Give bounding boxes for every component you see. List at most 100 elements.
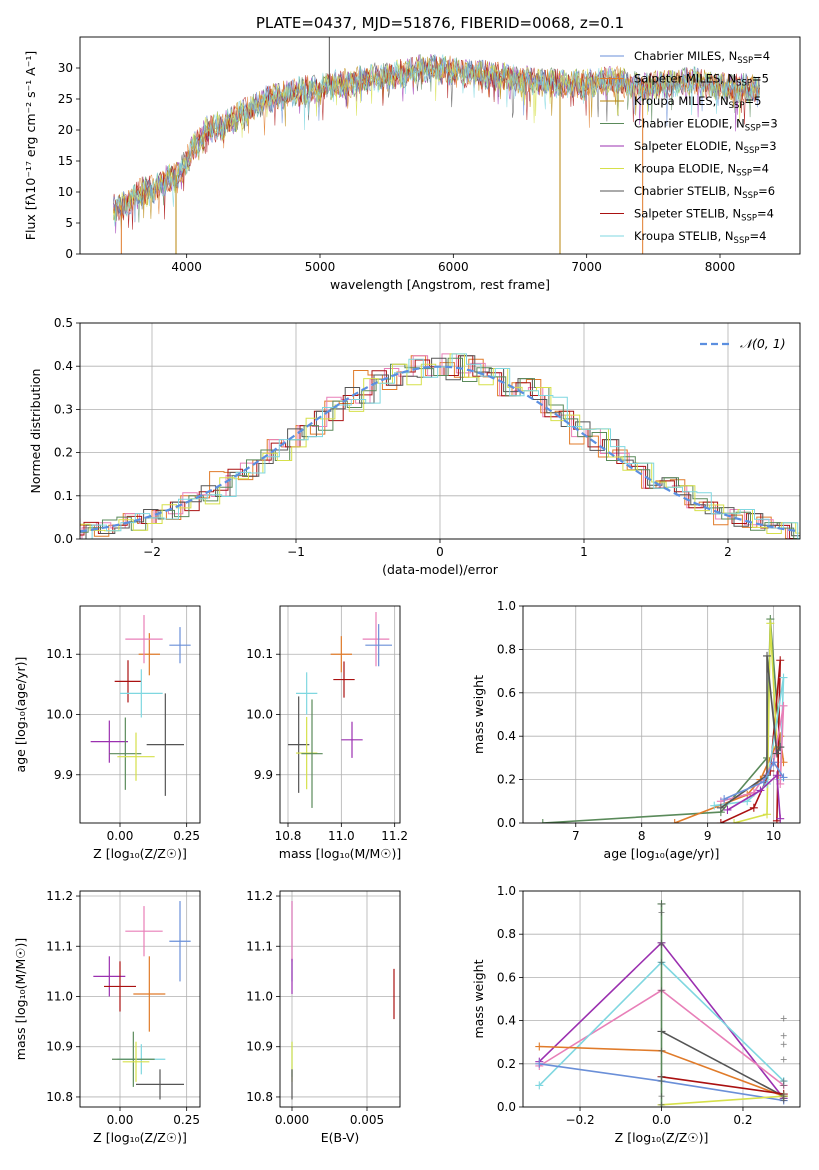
weight-marker	[538, 819, 547, 823]
weight-line	[723, 760, 785, 800]
histogram-step	[80, 355, 800, 539]
spectrum-panel: 4000 5000 6000 7000 8000 0 5 10 15 20 25 30 waveleng…	[23, 36, 801, 292]
plot-area	[90, 615, 191, 796]
y-tick-label: 0.4	[54, 359, 73, 373]
y-tick-label: 0.1	[54, 489, 73, 503]
legend-subscript: SSP	[737, 56, 753, 66]
axes-frame	[279, 890, 401, 1108]
y-axis-label: Flux [fλ10⁻¹⁷ erg cm⁻² s⁻¹ A⁻¹]	[23, 51, 38, 240]
x-tick-label: 11.2	[381, 829, 408, 843]
legend-subscript: SSP	[729, 101, 745, 111]
y-tick-label: 0.4	[497, 1014, 516, 1028]
weight-marker	[535, 1059, 544, 1068]
legend-subscript: SSP	[736, 79, 752, 89]
legend-label-tail: =3	[760, 139, 777, 153]
weight-marker	[670, 819, 679, 823]
legend-subscript: SSP	[744, 146, 760, 156]
plot-area	[80, 353, 800, 539]
y-tick-label: 0.6	[497, 686, 516, 700]
x-axis-label: E(B-V)	[321, 1130, 360, 1145]
weight-marker	[759, 777, 768, 786]
x-tick-label: 0.000	[275, 1113, 309, 1127]
plot-area	[535, 899, 788, 1107]
x-tick-label: 5000	[305, 260, 336, 274]
weight-marker	[779, 701, 788, 710]
y-tick-label: 5	[65, 216, 73, 230]
y-tick-label: 10.0	[46, 708, 73, 722]
x-tick-label: 0.25	[173, 829, 200, 843]
y-tick-label: 1.0	[497, 884, 516, 898]
x-tick-label: 0	[436, 545, 444, 559]
weight-marker	[658, 1028, 665, 1035]
plot-area	[113, 37, 760, 254]
y-tick-label: 25	[58, 92, 73, 106]
y-tick-label: 11.1	[46, 939, 73, 953]
weight-marker	[716, 819, 725, 823]
axes-frame	[522, 890, 801, 1108]
spectrum-line	[113, 54, 760, 227]
x-tick-label: 9	[704, 829, 712, 843]
axes-frame	[79, 322, 801, 540]
y-tick-label: 10.0	[246, 708, 273, 722]
weight-marker	[658, 1093, 665, 1100]
age-vs-mass-panel: 10.8 11.0 11.2 9.9 10.0 10.1 mass [log₁₀(M/M☉)…	[246, 605, 408, 861]
y-tick-label: 0.4	[497, 729, 516, 743]
weight-line	[720, 655, 781, 809]
y-tick-label: 30	[58, 61, 73, 75]
legend-label-tail: =6	[758, 184, 775, 198]
weight-marker	[763, 810, 772, 819]
legend-label-tail: =5	[744, 94, 761, 108]
axes-frame	[79, 890, 201, 1108]
x-tick-label: 7000	[571, 260, 602, 274]
x-tick-label: 0.00	[107, 1113, 134, 1127]
y-tick-label: 0	[65, 247, 73, 261]
weight-marker	[535, 1081, 544, 1090]
weight-marker	[658, 942, 665, 948]
x-tick-label: 4000	[171, 260, 202, 274]
legend-label: Chabrier ELODIE, NSSP=3	[634, 117, 778, 134]
y-tick-label: 0.2	[497, 773, 516, 787]
y-tick-label: 10	[58, 185, 73, 199]
weight-marker	[780, 1097, 787, 1104]
axes-frame	[79, 605, 201, 824]
x-axis-label: (data-model)/error	[382, 562, 499, 577]
legend-label-tail: =4	[753, 49, 770, 63]
weight-marker	[658, 1047, 665, 1054]
y-tick-label: 0.8	[497, 927, 516, 941]
weight-marker	[716, 803, 725, 812]
weight-marker	[780, 1015, 787, 1022]
legend-subscript: SSP	[742, 191, 758, 201]
y-tick-label: 10.9	[46, 1040, 73, 1054]
plot-area	[93, 901, 191, 1100]
y-tick-label: 11.0	[46, 989, 73, 1003]
y-tick-label: 1.0	[497, 599, 516, 613]
x-tick-label: 1	[580, 545, 588, 559]
y-tick-label: 20	[58, 123, 73, 137]
y-axis-label: mass [log₁₀(M/M☉)]	[13, 938, 28, 1060]
weight-marker	[730, 819, 739, 823]
weight-marker	[535, 1042, 544, 1051]
weight-marker	[780, 1032, 787, 1039]
weight-marker	[658, 987, 665, 994]
y-tick-label: 0.2	[54, 446, 73, 460]
legend-label: Kroupa ELODIE, NSSP=4	[634, 162, 769, 179]
y-tick-label: 10.1	[46, 647, 73, 661]
weight-marker	[780, 1056, 787, 1063]
x-tick-label: 0.005	[350, 1113, 384, 1127]
histogram-step	[80, 353, 800, 539]
x-axis-label: Z [log₁₀(Z/Z☉)]	[615, 1130, 709, 1145]
legend-label: Kroupa STELIB, NSSP=4	[634, 229, 766, 246]
weight-marker	[710, 801, 719, 810]
spectrum-legend: Chabrier MILES, NSSP=4 Salpeter MILES, NS…	[600, 49, 778, 246]
weight-vs-age-panel: 7 8 9 10 0.0 0.2 0.4 0.6 0.8 1.0 age [log₁₀(age/yr…	[471, 599, 801, 861]
weight-line	[661, 1030, 785, 1097]
x-tick-label: −1	[287, 545, 305, 559]
axes-frame	[522, 605, 801, 824]
legend-label: Salpeter MILES, NSSP=5	[634, 72, 769, 89]
weight-marker	[658, 959, 665, 966]
weight-marker	[766, 619, 775, 628]
legend-subscript: SSP	[736, 169, 752, 179]
weight-marker	[769, 758, 778, 767]
x-tick-label: 8000	[705, 260, 736, 274]
y-tick-label: 0.6	[497, 970, 516, 984]
